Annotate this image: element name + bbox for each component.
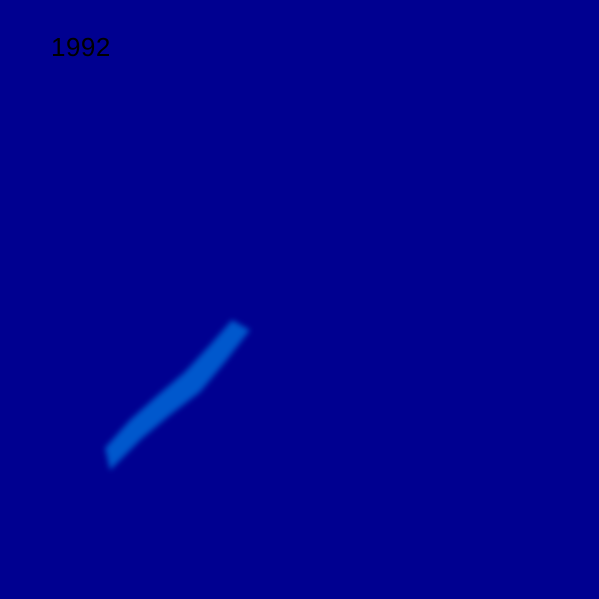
northwest-red-patch bbox=[332, 62, 470, 100]
south-yellow-inlet bbox=[470, 348, 492, 370]
year-label: 1992 bbox=[51, 32, 111, 62]
interior-core bbox=[100, 100, 524, 512]
east-orange-patch bbox=[536, 212, 556, 265]
inner-gradient-1 bbox=[105, 320, 250, 470]
west-margin-deepred bbox=[255, 156, 316, 258]
south-margin-red bbox=[165, 462, 365, 515]
west-margin-darkred bbox=[55, 362, 175, 550]
